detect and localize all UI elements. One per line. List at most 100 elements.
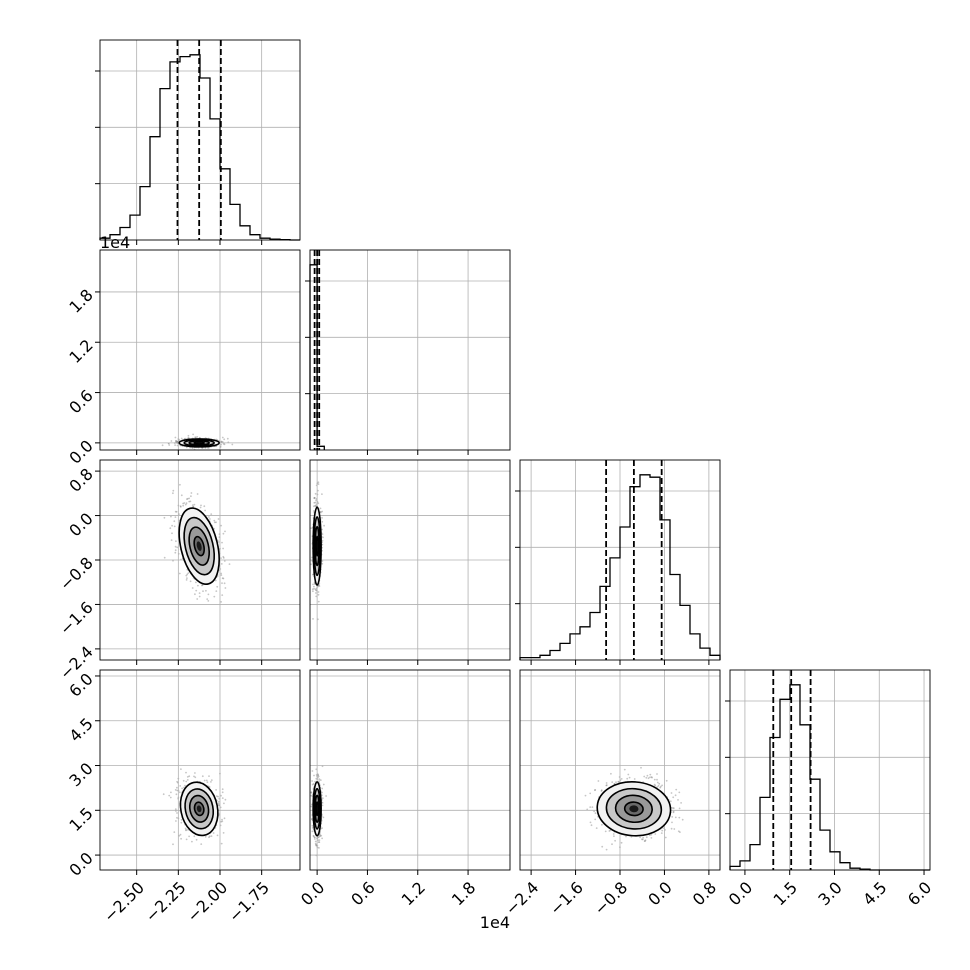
panel-frame-3-0 — [99, 669, 301, 871]
scatter-point — [176, 789, 179, 792]
scatter-point — [163, 516, 166, 519]
scatter-point — [221, 788, 224, 791]
scatter-point — [220, 842, 223, 845]
density-contours-5 — [596, 781, 672, 837]
contour-line-2 — [313, 787, 321, 830]
scatter-point — [199, 506, 202, 509]
scatter-point — [189, 500, 192, 503]
scatter-point — [312, 834, 315, 837]
scatter-point — [311, 770, 314, 772]
scatter-point — [314, 588, 317, 591]
scatter-point — [196, 598, 199, 600]
scatter-point — [221, 441, 224, 443]
scatter-point — [208, 835, 211, 838]
scatter-point — [670, 827, 673, 830]
scatter-point — [226, 437, 229, 440]
scatter-point — [186, 497, 189, 500]
scatter-point — [318, 780, 320, 782]
scatter-point — [675, 788, 678, 791]
scatter-point — [317, 775, 320, 778]
contour-line-3 — [596, 781, 672, 837]
scatter-point — [310, 563, 312, 566]
scatter-point — [321, 797, 324, 800]
scatter-point — [594, 812, 597, 815]
scatter-point — [169, 796, 172, 799]
marks-layer — [99, 40, 930, 871]
scatter-point — [322, 783, 325, 786]
scatter-point — [175, 540, 177, 543]
scatter-point — [615, 781, 617, 784]
scatter-point — [180, 819, 183, 821]
scatter-point — [203, 505, 206, 508]
scatter-point — [312, 510, 315, 512]
scatter-point — [215, 789, 218, 791]
density-contours-2 — [179, 781, 219, 837]
scatter-point — [196, 436, 199, 438]
scatter-point — [315, 843, 317, 846]
scatter-point — [212, 832, 215, 834]
scatter-point — [216, 585, 219, 588]
scatter-point — [185, 829, 188, 831]
scatter-point — [321, 791, 323, 794]
scatter-point — [221, 594, 224, 596]
scatter-point — [314, 842, 317, 845]
scatter-point — [191, 840, 193, 843]
scatter-point — [216, 834, 219, 837]
contour-line-0 — [315, 801, 319, 817]
scatter-point — [312, 835, 315, 838]
contour-line-2 — [313, 516, 321, 577]
scatter-point — [660, 832, 663, 834]
scatter-point — [589, 806, 592, 808]
panel-frame-1-1 — [309, 249, 511, 451]
scatter-point — [319, 835, 321, 838]
scatter-point — [184, 784, 186, 787]
scatter-point — [215, 590, 218, 592]
scatter-point — [311, 588, 314, 591]
scatter-point — [184, 503, 187, 506]
scatter-point — [653, 778, 656, 781]
scatter-point — [208, 516, 210, 518]
scatter-point — [168, 444, 171, 446]
scatter-point — [586, 808, 589, 811]
scatter-point — [317, 483, 320, 485]
scatter-point — [646, 774, 649, 777]
scatter-point — [319, 779, 322, 781]
scatter-point — [317, 774, 320, 777]
scatter-point — [620, 778, 623, 780]
scatter-point — [163, 556, 166, 559]
scatter-point — [650, 837, 653, 839]
scatter-point — [681, 818, 684, 821]
scatter-point — [208, 775, 210, 777]
scatter-point — [192, 433, 195, 436]
scatter-point — [317, 836, 320, 839]
scatter-point — [314, 840, 317, 843]
panel-frame-1-0 — [99, 249, 301, 451]
scatter-point — [639, 836, 641, 839]
scatter-point — [594, 818, 597, 821]
scatter-point — [184, 437, 187, 440]
scatter-point — [195, 581, 197, 584]
scatter-point — [321, 493, 323, 495]
scatter-point — [193, 775, 195, 778]
scatter-point — [223, 802, 225, 805]
scatter-point — [173, 525, 176, 528]
scatter-point — [173, 831, 176, 833]
scatter-point — [626, 777, 629, 780]
scatter-point — [222, 577, 225, 580]
scatter-point — [649, 773, 652, 776]
scatter-point — [644, 839, 647, 842]
scatter-point — [196, 493, 199, 495]
scatter-point — [656, 778, 658, 781]
scatter-point — [174, 789, 177, 791]
scatter-point — [185, 838, 188, 841]
scatter-point — [674, 816, 677, 819]
scatter-point — [220, 572, 223, 575]
scatter-point — [310, 527, 312, 529]
scatter-point — [174, 516, 177, 518]
scatter-point — [589, 821, 592, 824]
scatter-point — [313, 585, 315, 588]
scatter-point — [310, 794, 313, 797]
scatter-point — [319, 834, 322, 837]
scatter-point — [172, 489, 175, 492]
scatter-point — [314, 780, 316, 783]
